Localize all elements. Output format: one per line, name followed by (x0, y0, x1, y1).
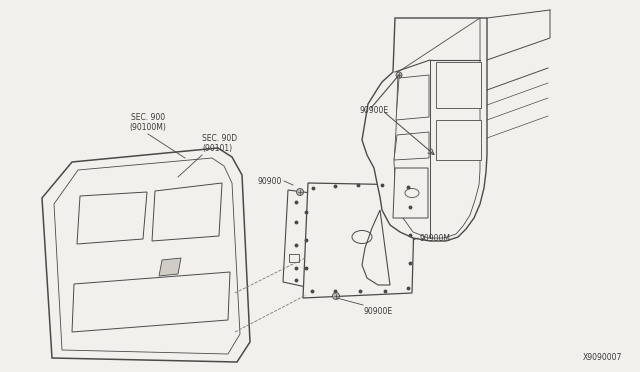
Polygon shape (72, 272, 230, 332)
Ellipse shape (333, 292, 339, 299)
Polygon shape (283, 190, 311, 287)
Ellipse shape (405, 189, 419, 198)
Ellipse shape (296, 189, 303, 196)
Text: 90900M: 90900M (420, 234, 451, 243)
Text: 90900: 90900 (258, 176, 282, 186)
Polygon shape (396, 75, 429, 120)
Text: X9090007: X9090007 (582, 353, 622, 362)
Ellipse shape (352, 231, 372, 244)
Text: 90900E: 90900E (360, 106, 389, 115)
Polygon shape (152, 183, 222, 241)
Polygon shape (393, 168, 428, 218)
Ellipse shape (396, 72, 402, 78)
Polygon shape (77, 192, 147, 244)
Polygon shape (42, 148, 250, 362)
Polygon shape (394, 132, 429, 160)
Text: SEC. 90D
(90101): SEC. 90D (90101) (202, 134, 237, 153)
Polygon shape (362, 18, 487, 241)
Polygon shape (159, 258, 181, 276)
Polygon shape (289, 254, 299, 262)
Text: SEC. 900
(90100M): SEC. 900 (90100M) (129, 113, 166, 132)
Polygon shape (303, 183, 415, 298)
Text: 90900E: 90900E (363, 307, 392, 316)
Polygon shape (436, 62, 481, 108)
Polygon shape (436, 120, 481, 160)
